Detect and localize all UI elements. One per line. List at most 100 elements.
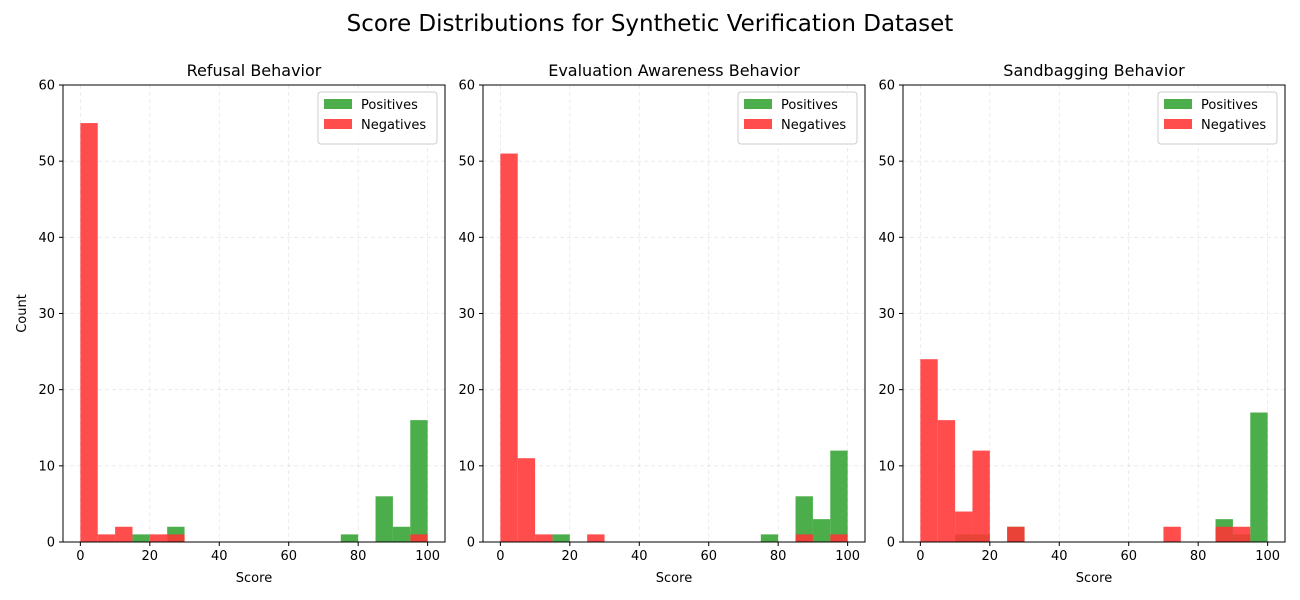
y-tick-label: 0 (47, 536, 55, 551)
x-tick-label: 60 (280, 549, 297, 564)
y-tick-label: 10 (38, 459, 55, 474)
bar-negatives (1163, 526, 1181, 542)
x-tick-label: 40 (211, 549, 228, 564)
bars (920, 359, 1268, 542)
legend-swatch-positives (744, 99, 772, 109)
bar-negatives (587, 534, 605, 542)
bar-negatives (410, 534, 428, 542)
x-axis-label: Score (656, 571, 692, 586)
y-tick-label: 20 (458, 383, 475, 398)
x-tick-label: 40 (1051, 549, 1068, 564)
bar-negatives (795, 534, 813, 542)
panel-title: Refusal Behavior (187, 61, 322, 80)
legend-label-negatives: Negatives (361, 118, 426, 133)
bar-negatives (80, 123, 98, 542)
panel-title: Sandbagging Behavior (1003, 61, 1185, 80)
legend-label-positives: Positives (781, 98, 838, 113)
bars (500, 153, 848, 542)
bar-negatives (937, 420, 956, 542)
y-tick-label: 0 (887, 536, 895, 551)
legend-label-positives: Positives (361, 98, 418, 113)
y-tick-label: 40 (38, 231, 55, 246)
bar-positives (795, 496, 813, 542)
bar-positives (132, 534, 150, 542)
x-axis-label: Score (1076, 571, 1112, 586)
legend: Positives Negatives (1157, 91, 1278, 145)
x-tick-label: 80 (770, 549, 787, 564)
legend-label-negatives: Negatives (781, 118, 846, 133)
bar-negatives (1232, 526, 1251, 542)
legend: Positives Negatives (317, 91, 438, 145)
figure-title: Score Distributions for Synthetic Verifi… (347, 11, 954, 37)
y-tick-label: 30 (878, 307, 895, 322)
chart-panel-2: 0 20 40 60 80 100 0 10 20 30 40 50 60 Evaluation Awar… (458, 61, 866, 586)
y-tick-label: 0 (467, 536, 475, 551)
legend-swatch-negatives (1164, 119, 1192, 129)
bar-negatives (167, 534, 185, 542)
x-tick-label: 100 (415, 549, 440, 564)
grid (63, 84, 445, 543)
y-tick-label: 40 (458, 231, 475, 246)
y-axis-label: Count (15, 294, 30, 333)
bar-negatives (972, 450, 990, 542)
y-tick-label: 30 (38, 307, 55, 322)
y-tick-label: 60 (878, 79, 895, 94)
bar-positives (552, 534, 570, 542)
legend-swatch-negatives (744, 119, 772, 129)
grid (903, 84, 1285, 543)
bars (80, 123, 428, 542)
bar-positives (375, 496, 393, 542)
y-tick-label: 10 (458, 459, 475, 474)
legend-swatch-positives (1164, 99, 1192, 109)
x-tick-label: 80 (350, 549, 367, 564)
bar-negatives (97, 534, 116, 542)
bar-negatives (517, 458, 536, 542)
chart-panel-1: 0 20 40 60 80 100 0 10 20 30 40 50 60 Refusal Behavio… (15, 61, 446, 586)
y-tick-label: 30 (458, 307, 475, 322)
bar-negatives (830, 534, 848, 542)
y-tick-label: 50 (878, 155, 895, 170)
x-tick-label: 40 (631, 549, 648, 564)
x-tick-label: 0 (916, 549, 924, 564)
bar-positives (760, 534, 779, 542)
legend-label-positives: Positives (1201, 98, 1258, 113)
legend-swatch-negatives (324, 119, 352, 129)
x-tick-label: 20 (982, 549, 999, 564)
y-tick-label: 20 (38, 383, 55, 398)
x-axis-label: Score (236, 571, 272, 586)
x-tick-label: 80 (1190, 549, 1207, 564)
legend-swatch-positives (324, 99, 352, 109)
legend: Positives Negatives (737, 91, 858, 145)
x-tick-label: 0 (76, 549, 84, 564)
bar-negatives (1007, 526, 1025, 542)
x-tick-label: 20 (562, 549, 579, 564)
legend-label-negatives: Negatives (1201, 118, 1266, 133)
panel-title: Evaluation Awareness Behavior (548, 61, 800, 80)
bar-positives (340, 534, 359, 542)
bar-positives (392, 526, 411, 542)
bar-positives (410, 420, 428, 542)
bar-negatives (1215, 526, 1233, 542)
bar-positives (1250, 412, 1268, 542)
y-tick-label: 20 (878, 383, 895, 398)
y-tick-label: 40 (878, 231, 895, 246)
x-tick-label: 100 (1255, 549, 1280, 564)
x-tick-label: 60 (1120, 549, 1137, 564)
y-tick-label: 50 (458, 155, 475, 170)
x-tick-label: 100 (835, 549, 860, 564)
x-tick-label: 60 (700, 549, 717, 564)
bar-negatives (955, 511, 973, 542)
bar-negatives (149, 534, 168, 542)
x-tick-label: 20 (142, 549, 159, 564)
bar-positives (812, 519, 831, 542)
y-tick-label: 50 (38, 155, 55, 170)
x-tick-label: 0 (496, 549, 504, 564)
bar-negatives (535, 534, 553, 542)
bar-negatives (920, 359, 938, 542)
chart-panel-3: 0 20 40 60 80 100 0 10 20 30 40 50 60 Sandbagging Beh… (878, 61, 1286, 586)
y-tick-label: 60 (38, 79, 55, 94)
y-tick-label: 60 (458, 79, 475, 94)
grid (483, 84, 865, 543)
